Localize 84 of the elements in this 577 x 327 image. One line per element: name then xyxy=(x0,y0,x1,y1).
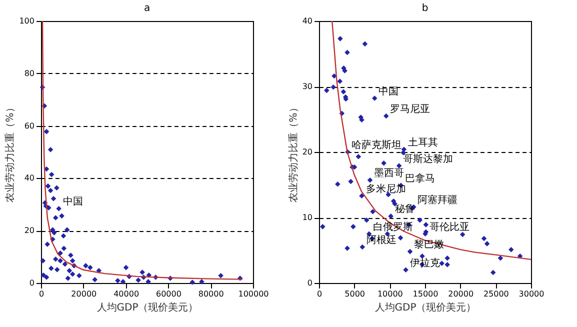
x-tick-label: 40000 xyxy=(114,290,140,298)
point xyxy=(190,280,196,285)
point xyxy=(88,264,93,270)
point xyxy=(70,271,76,277)
annotation: 墨西哥 xyxy=(374,168,404,180)
point xyxy=(52,230,57,236)
point xyxy=(199,279,204,284)
x-tick-label: 20000 xyxy=(71,290,97,298)
y-tick-label: 0 xyxy=(29,278,34,288)
point xyxy=(44,128,50,134)
point xyxy=(70,258,76,264)
annotation: 巴拿马 xyxy=(404,172,435,184)
point xyxy=(40,272,46,278)
point xyxy=(68,252,74,258)
y-tick-label: 40 xyxy=(302,16,312,26)
y-tick-label: 40 xyxy=(24,174,34,183)
x-tick-label: 20000 xyxy=(448,290,474,298)
point xyxy=(83,263,88,268)
point xyxy=(218,273,224,278)
point xyxy=(136,277,141,283)
x-tick-label: 25000 xyxy=(483,290,509,298)
point xyxy=(44,242,50,247)
x-axis-title: 人均GDP（现价美元） xyxy=(374,302,476,314)
point xyxy=(48,188,54,194)
annotation: 阿塞拜疆 xyxy=(418,194,458,206)
annotation: 多米尼加 xyxy=(366,182,406,195)
point xyxy=(65,276,71,281)
y-tick-label: 10 xyxy=(302,213,312,222)
x-axis-title: 人均GDP（现价美元） xyxy=(96,302,198,314)
point xyxy=(60,233,66,238)
x-tick-label: 0 xyxy=(38,290,44,298)
annotation: 哥伦比亚 xyxy=(429,220,470,233)
point xyxy=(52,215,58,220)
point xyxy=(66,268,72,274)
chart-title: b xyxy=(422,3,428,14)
point xyxy=(48,146,54,152)
x-tick-label: 100000 xyxy=(238,290,269,298)
point xyxy=(54,185,60,191)
annotation: 中国 xyxy=(62,196,83,208)
point xyxy=(76,273,82,278)
point xyxy=(52,256,58,262)
chart-title: a xyxy=(144,3,150,14)
y-axis-title: 农业劳动力比重（%） xyxy=(4,102,16,202)
point xyxy=(45,183,51,189)
point xyxy=(62,261,68,267)
point xyxy=(56,206,62,212)
point xyxy=(123,264,129,270)
point xyxy=(61,246,67,252)
y-tick-label: 60 xyxy=(24,121,34,130)
point xyxy=(64,227,70,232)
point xyxy=(50,196,56,202)
x-tick-label: 5000 xyxy=(344,290,366,298)
point xyxy=(146,279,151,284)
point xyxy=(92,276,98,282)
x-tick-label: 0 xyxy=(316,290,322,298)
point xyxy=(48,266,54,271)
annotation: 阿根廷 xyxy=(366,234,396,246)
point xyxy=(54,266,60,272)
annotation: 秘鲁 xyxy=(394,203,415,216)
point xyxy=(120,279,126,284)
point xyxy=(58,258,63,264)
annotation: 罗马尼亚 xyxy=(390,104,430,115)
x-tick-label: 30000 xyxy=(518,290,544,298)
annotation: 哈萨克斯坦 xyxy=(352,139,402,151)
point xyxy=(58,250,63,256)
y-tick-label: 20 xyxy=(302,148,312,156)
x-tick-label: 15000 xyxy=(412,290,438,298)
y-tick-label: 30 xyxy=(302,82,312,91)
point xyxy=(115,278,120,284)
y-tick-label: 0 xyxy=(307,278,312,288)
line-series xyxy=(42,21,243,280)
point xyxy=(40,258,46,264)
x-tick-label: 60000 xyxy=(156,290,182,298)
x-tick-label: 80000 xyxy=(198,290,224,298)
annotation: 哥斯达黎加 xyxy=(403,152,454,165)
annotation: 土耳其 xyxy=(408,136,438,148)
x-tick-label: 10000 xyxy=(377,290,403,298)
y-axis-title: 农业劳动力比重（%） xyxy=(287,102,300,202)
point xyxy=(48,172,54,178)
y-tick-label: 20 xyxy=(24,226,34,236)
annotation: 伊拉克 xyxy=(410,256,440,269)
y-tick-label: 80 xyxy=(24,68,34,78)
y-tick-label: 100 xyxy=(19,16,34,26)
point xyxy=(140,270,145,275)
